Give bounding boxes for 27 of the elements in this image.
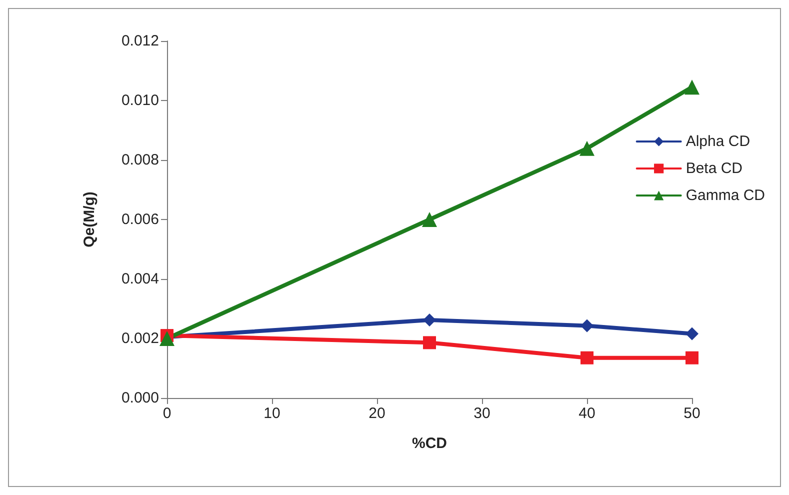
y-tick-label: 0.012 — [121, 32, 159, 50]
point — [580, 351, 594, 364]
x-tick-label: 10 — [264, 405, 280, 422]
y-tick-label: 0.006 — [121, 211, 159, 228]
x-tick-label: 0 — [162, 405, 172, 422]
y-tick-label: 0.008 — [121, 152, 159, 168]
y-axis-title: Qe(M/g) — [81, 192, 98, 248]
point — [686, 327, 698, 340]
point — [423, 336, 436, 350]
y-tick-label: 0.000 — [121, 390, 159, 406]
point — [684, 80, 700, 95]
x-axis-title: %CD — [412, 435, 448, 452]
y-tick-label: 0.002 — [121, 330, 159, 347]
y-tick-label: 0.010 — [121, 92, 159, 109]
x-tick-label: 30 — [474, 405, 490, 422]
legend-label: Alpha CD — [686, 133, 750, 150]
legend-label: Gamma CD — [686, 187, 766, 204]
legend-label: Beta CD — [686, 160, 743, 177]
x-tick-label: 50 — [684, 405, 700, 422]
point — [580, 319, 594, 332]
y-tick-label: 0.004 — [121, 270, 159, 288]
point — [423, 314, 436, 327]
point — [580, 140, 594, 156]
point — [422, 212, 437, 227]
x-tick-label: 20 — [368, 405, 386, 422]
point — [686, 351, 698, 364]
x-tick-label: 40 — [578, 405, 596, 422]
